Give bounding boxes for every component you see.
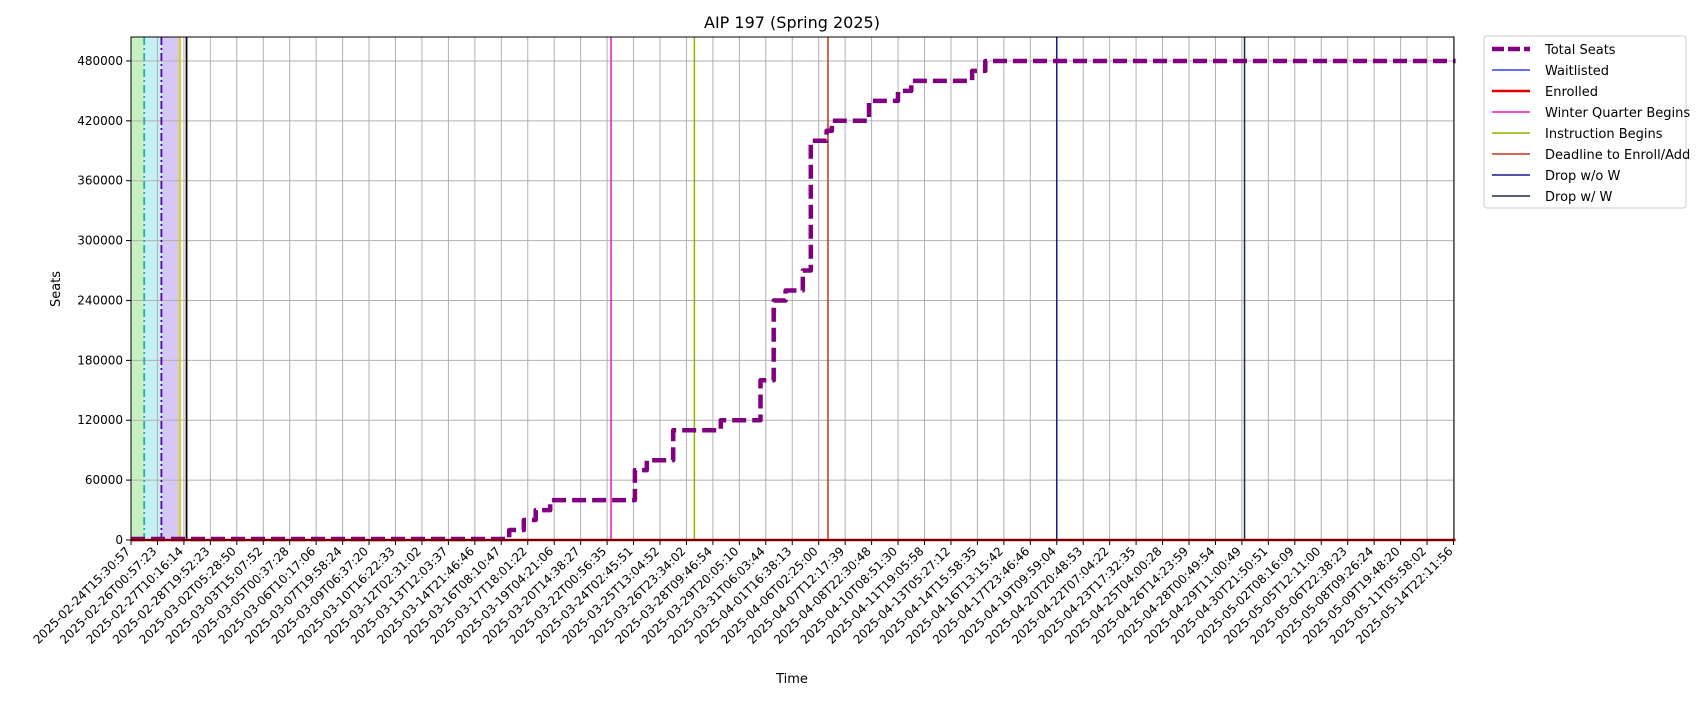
legend-label: Waitlisted xyxy=(1545,64,1609,79)
legend: Total Seats Waitlisted Enrolled Winter Quar… xyxy=(1483,35,1690,209)
legend-label: Total Seats xyxy=(1544,43,1616,58)
grid-lines xyxy=(130,37,1454,541)
x-axis-label: Time xyxy=(775,672,808,687)
series-line-total-seats xyxy=(131,58,1456,542)
y-tick-label: 360000 xyxy=(77,174,123,188)
legend-label: Winter Quarter Begins xyxy=(1545,106,1690,121)
shaded-regions xyxy=(131,37,182,540)
y-tick-label: 420000 xyxy=(77,114,123,128)
y-axis-label: Seats xyxy=(49,271,64,307)
legend-label: Instruction Begins xyxy=(1545,127,1663,142)
legend-label: Deadline to Enroll/Add xyxy=(1545,148,1690,163)
y-tick-label: 60000 xyxy=(85,473,123,487)
y-axis: 0 60000 120000 180000 240000 300000 360000 4200… xyxy=(77,54,131,547)
event-marker-lines xyxy=(610,37,1246,540)
y-tick-label: 180000 xyxy=(77,353,123,367)
y-tick-label: 240000 xyxy=(77,293,123,307)
legend-label: Drop w/ W xyxy=(1545,190,1613,205)
shaded-region-0 xyxy=(131,37,145,540)
shaded-region-2 xyxy=(161,37,182,540)
x-axis: 2025-02-24T15:30:572025-02-26T00:57:2320… xyxy=(31,540,1456,647)
y-tick-label: 480000 xyxy=(77,54,123,68)
legend-label: Drop w/o W xyxy=(1545,169,1621,184)
shaded-region-1 xyxy=(144,37,162,540)
legend-box xyxy=(1483,35,1687,209)
legend-label: Enrolled xyxy=(1545,85,1598,100)
chart-title: AIP 197 (Spring 2025) xyxy=(704,13,880,32)
y-tick-label: 120000 xyxy=(77,413,123,427)
y-tick-label: 300000 xyxy=(77,234,123,248)
y-tick-label: 0 xyxy=(115,533,123,547)
extra-vertical-lines xyxy=(143,37,188,540)
